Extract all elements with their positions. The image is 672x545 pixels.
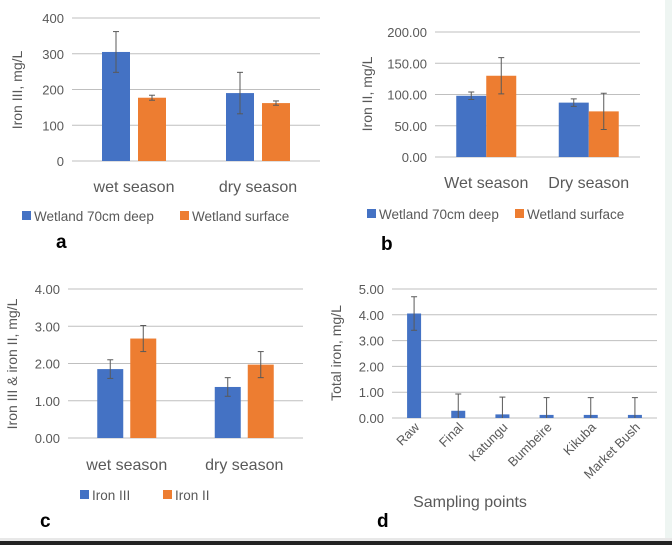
y-axis-label: Iron III, mg/L <box>9 50 25 129</box>
panel-label: d <box>377 511 389 532</box>
bar <box>262 103 290 161</box>
y-tick-label: 3.00 <box>35 319 60 334</box>
panel-label: b <box>381 234 393 255</box>
legend-swatch <box>515 209 524 218</box>
x-tick-label: Dry season <box>548 175 629 192</box>
y-tick-label: 4.00 <box>35 282 60 297</box>
legend-swatch <box>80 490 89 499</box>
chart-panel-a: 0 100 200 300 400 Iron III, mg/L wet season dry… <box>9 11 320 253</box>
y-tick-label: 5.00 <box>359 282 384 297</box>
legend-entry: Wetland surface <box>192 209 289 224</box>
y-tick-label: 300 <box>42 47 64 62</box>
y-tick-label: 2.00 <box>359 359 384 374</box>
chart-panel-c: 0.00 1.00 2.00 3.00 4.00 Iron III & iron II, … <box>4 282 303 532</box>
y-tick-label: 1.00 <box>35 394 60 409</box>
y-tick-label: 0.00 <box>35 431 60 446</box>
legend-swatch <box>22 211 31 220</box>
panel-label: c <box>40 511 51 532</box>
y-tick-label: 200 <box>42 83 64 98</box>
y-tick-label: 0.00 <box>402 150 427 165</box>
bar <box>97 369 124 438</box>
legend-entry: Iron II <box>175 488 210 503</box>
x-tick-label: wet season <box>85 457 167 474</box>
bar <box>138 97 166 161</box>
chart-panel-b: 0.00 50.00 100.00 150.00 200.00 Iron II, mg/L… <box>359 25 640 255</box>
y-tick-label: 100.00 <box>387 88 427 103</box>
y-tick-label: 50.00 <box>394 119 427 134</box>
bottom-border <box>0 538 672 541</box>
x-tick-label: dry season <box>219 179 297 196</box>
y-tick-label: 0 <box>57 154 64 169</box>
x-axis-label: Sampling points <box>413 494 527 511</box>
x-tick-label: wet season <box>93 179 175 196</box>
y-tick-label: 100 <box>42 118 64 133</box>
y-tick-label: 4.00 <box>359 308 384 323</box>
bar <box>558 102 589 157</box>
y-tick-label: 1.00 <box>359 385 384 400</box>
y-tick-label: 200.00 <box>387 25 427 40</box>
legend-entry: Wetland 70cm deep <box>34 209 154 224</box>
panel-label: a <box>56 232 67 253</box>
bar <box>456 95 487 157</box>
y-tick-label: 0.00 <box>359 411 384 426</box>
bar <box>130 338 157 438</box>
x-tick-label: dry season <box>205 457 283 474</box>
y-tick-label: 400 <box>42 11 64 26</box>
legend-swatch <box>180 211 189 220</box>
bottom-dark-band <box>0 541 672 545</box>
y-axis-label: Iron III & iron II, mg/L <box>4 298 20 429</box>
legend-entry: Wetland surface <box>527 207 624 222</box>
y-tick-label: 3.00 <box>359 334 384 349</box>
legend-entry: Wetland 70cm deep <box>379 207 499 222</box>
y-axis-label: Total iron, mg/L <box>328 305 344 401</box>
y-tick-label: 2.00 <box>35 357 60 372</box>
y-axis-label: Iron II, mg/L <box>359 56 375 131</box>
y-tick-label: 150.00 <box>387 56 427 71</box>
legend-swatch <box>367 209 376 218</box>
bar <box>407 313 422 418</box>
x-tick-label: Wet season <box>444 175 528 192</box>
legend-entry: Iron III <box>92 488 130 503</box>
legend-swatch <box>163 490 172 499</box>
